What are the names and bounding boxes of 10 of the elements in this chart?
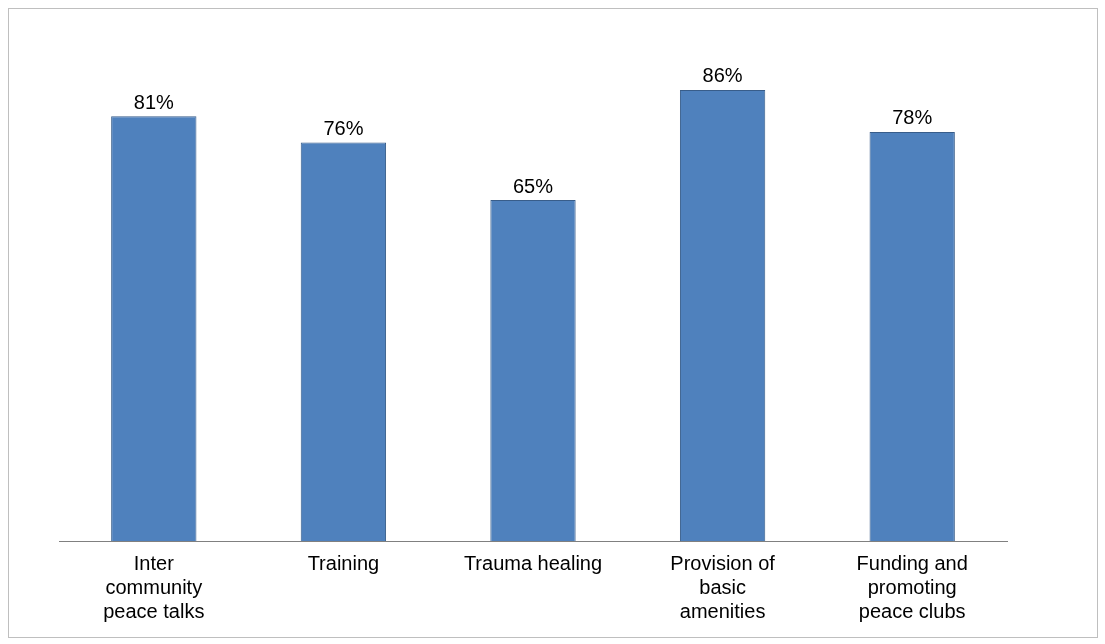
data-label: 78%: [892, 106, 933, 129]
data-label: 65%: [512, 174, 554, 197]
x-tick-label: Provision of basic amenities: [670, 551, 776, 622]
data-label: 76%: [323, 116, 364, 139]
x-tick-label: Trauma healing: [463, 551, 603, 574]
x-tick-label: Inter community peace talks: [103, 551, 205, 622]
x-tick-label: Training: [307, 551, 380, 574]
x-tick-label: Funding and promoting peace clubs: [856, 551, 968, 622]
data-label: 86%: [702, 64, 743, 87]
data-label: 81%: [133, 90, 175, 113]
